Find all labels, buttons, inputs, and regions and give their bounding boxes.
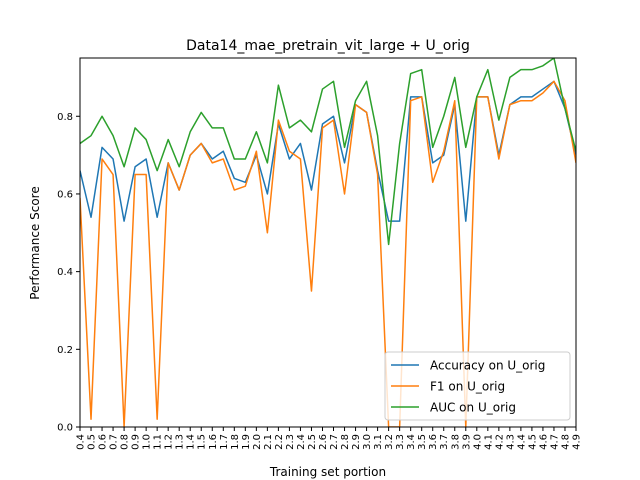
x-tick-label: 0.8	[120, 434, 131, 450]
y-axis-title: Performance Score	[28, 186, 42, 299]
x-tick-label: 1.3	[175, 434, 186, 450]
x-tick-label: 1.5	[197, 434, 208, 450]
x-tick-label: 2.9	[351, 434, 362, 450]
x-tick-label: 2.3	[285, 434, 296, 450]
x-tick-label: 4.6	[538, 434, 549, 450]
x-tick-label: 2.4	[296, 434, 307, 450]
chart-title: Data14_mae_pretrain_vit_large + U_orig	[186, 38, 470, 54]
x-tick-label: 1.2	[164, 434, 175, 450]
legend-label: AUC on U_orig	[430, 401, 516, 415]
x-tick-label: 0.6	[98, 434, 109, 450]
x-tick-label: 2.7	[329, 434, 340, 450]
plot-frame	[79, 57, 577, 428]
x-tick-label: 1.6	[208, 434, 219, 450]
x-tick-label: 3.4	[406, 434, 417, 450]
y-tick-label: 0.0	[57, 423, 73, 434]
x-tick-label: 0.9	[131, 434, 142, 450]
plot-lines	[80, 58, 576, 427]
legend-label: Accuracy on U_orig	[430, 359, 545, 373]
x-tick-label: 2.8	[340, 434, 351, 450]
x-tick-label: 3.7	[439, 434, 450, 450]
x-tick-label: 1.9	[241, 434, 252, 450]
x-tick-label: 4.8	[560, 434, 571, 450]
x-tick-label: 2.2	[274, 434, 285, 450]
x-axis: 0.4 0.5 0.6 0.7 0.8 0.9 1.0 1.1 1.2 1.3 1.4 1.5 1.6 1…	[76, 427, 583, 450]
x-tick-label: 3.9	[461, 434, 472, 450]
x-tick-label: 0.5	[87, 434, 98, 450]
x-tick-label: 4.4	[516, 434, 527, 450]
x-tick-label: 2.1	[263, 434, 274, 450]
x-tick-label: 4.9	[572, 434, 583, 450]
x-tick-label: 4.2	[494, 434, 505, 450]
x-axis-title: Training set portion	[269, 465, 386, 479]
x-tick-label: 3.0	[362, 434, 373, 450]
x-tick-label: 2.5	[307, 434, 318, 450]
x-tick-label: 3.2	[384, 434, 395, 450]
legend-box	[384, 351, 571, 421]
x-tick-label: 3.3	[395, 434, 406, 450]
y-tick-label: 0.6	[57, 189, 73, 200]
x-tick-label: 3.8	[450, 434, 461, 450]
y-tick-label: 0.2	[57, 345, 73, 356]
x-tick-label: 0.4	[76, 434, 87, 450]
y-tick-label: 0.8	[57, 112, 73, 123]
x-tick-label: 1.0	[142, 434, 153, 450]
y-axis: 0.0 0.2 0.4 0.6 0.8	[57, 112, 80, 434]
x-tick-label: 4.0	[472, 434, 483, 450]
legend-label: F1 on U_orig	[430, 380, 505, 394]
x-tick-label: 4.5	[527, 434, 538, 450]
series-line-2	[80, 80, 576, 427]
x-tick-label: 3.1	[373, 434, 384, 450]
x-tick-label: 0.7	[109, 434, 120, 450]
x-tick-label: 1.8	[230, 434, 241, 450]
x-tick-label: 4.7	[549, 434, 560, 450]
x-tick-label: 1.7	[219, 434, 230, 450]
x-tick-label: 1.4	[186, 434, 197, 450]
x-tick-label: 3.6	[428, 434, 439, 450]
x-tick-label: 2.0	[252, 434, 263, 450]
x-tick-label: 4.3	[505, 434, 516, 450]
x-tick-label: 2.6	[318, 434, 329, 450]
series-line-3	[80, 58, 576, 246]
y-tick-label: 0.4	[57, 267, 73, 278]
legend: Accuracy on U_orig F1 on U_orig AUC on U_o…	[384, 351, 571, 421]
x-tick-label: 3.5	[417, 434, 428, 450]
x-tick-label: 4.1	[483, 434, 494, 450]
x-tick-label: 1.1	[153, 434, 164, 450]
